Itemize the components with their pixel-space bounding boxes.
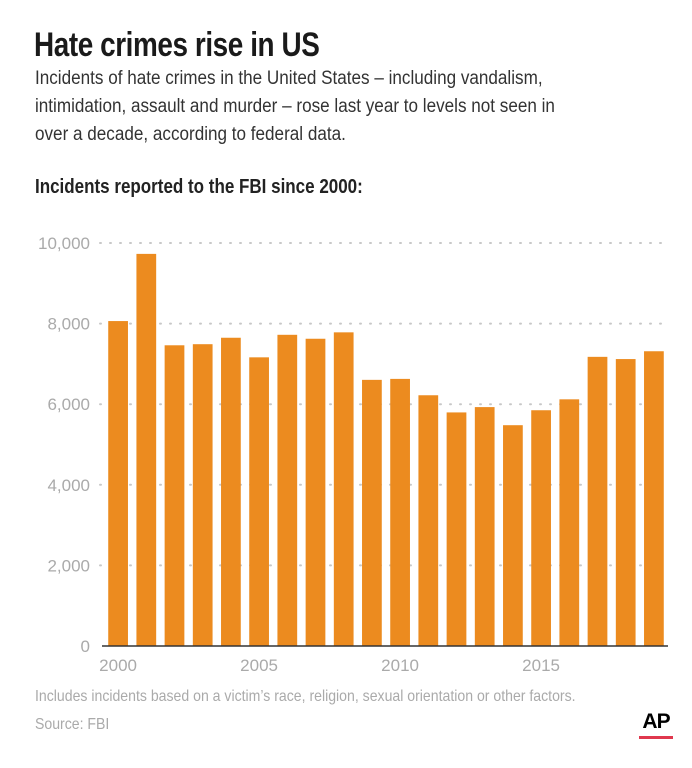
x-tick-label: 2010 <box>381 656 419 675</box>
bar-2014 <box>503 425 523 646</box>
subtitle-line: over a decade, according to federal data… <box>35 124 346 145</box>
bar-2011 <box>418 395 439 646</box>
bar-2005 <box>249 357 269 646</box>
bar-2019 <box>644 351 664 646</box>
bar-2001 <box>136 253 157 647</box>
bar-2006 <box>277 334 298 646</box>
subtitle-line: Incidents of hate crimes in the United S… <box>35 68 543 89</box>
bar-2003 <box>192 344 213 646</box>
bar-2012 <box>446 412 467 646</box>
bar-2016 <box>559 399 580 646</box>
y-tick-label: 6,000 <box>47 395 90 414</box>
y-tick-label: 10,000 <box>38 234 90 253</box>
x-tick-label: 2000 <box>99 656 137 675</box>
bar-2018 <box>615 359 636 646</box>
bar-2009 <box>362 379 382 646</box>
bar-2000 <box>108 321 128 646</box>
chart-subheading: Incidents reported to the FBI since 2000… <box>35 176 363 198</box>
ap-logo-underline <box>639 736 673 739</box>
x-tick-label: 2005 <box>240 656 278 675</box>
bar-2004 <box>221 337 241 646</box>
chart-title: Hate crimes rise in US <box>34 26 320 64</box>
bar-2013 <box>474 407 495 646</box>
subtitle-line: intimidation, assault and murder – rose … <box>35 96 555 117</box>
ap-logo: AP <box>639 710 673 739</box>
y-tick-label: 0 <box>81 637 90 656</box>
y-tick-label: 8,000 <box>47 315 90 334</box>
x-tick-label: 2015 <box>522 656 560 675</box>
bar-2010 <box>390 378 410 646</box>
bar-2008 <box>333 332 354 646</box>
bar-2015 <box>531 410 551 646</box>
subtitle: Incidents of hate crimes in the United S… <box>35 65 613 149</box>
bar-2002 <box>164 345 185 646</box>
ap-logo-text: AP <box>642 710 670 733</box>
source-note: Source: FBI <box>35 716 110 733</box>
bar-2007 <box>305 338 326 646</box>
bar-2017 <box>587 356 608 646</box>
footnote: Includes incidents based on a victim’s r… <box>35 688 576 705</box>
y-tick-label: 4,000 <box>47 476 90 495</box>
y-tick-label: 2,000 <box>47 556 90 575</box>
